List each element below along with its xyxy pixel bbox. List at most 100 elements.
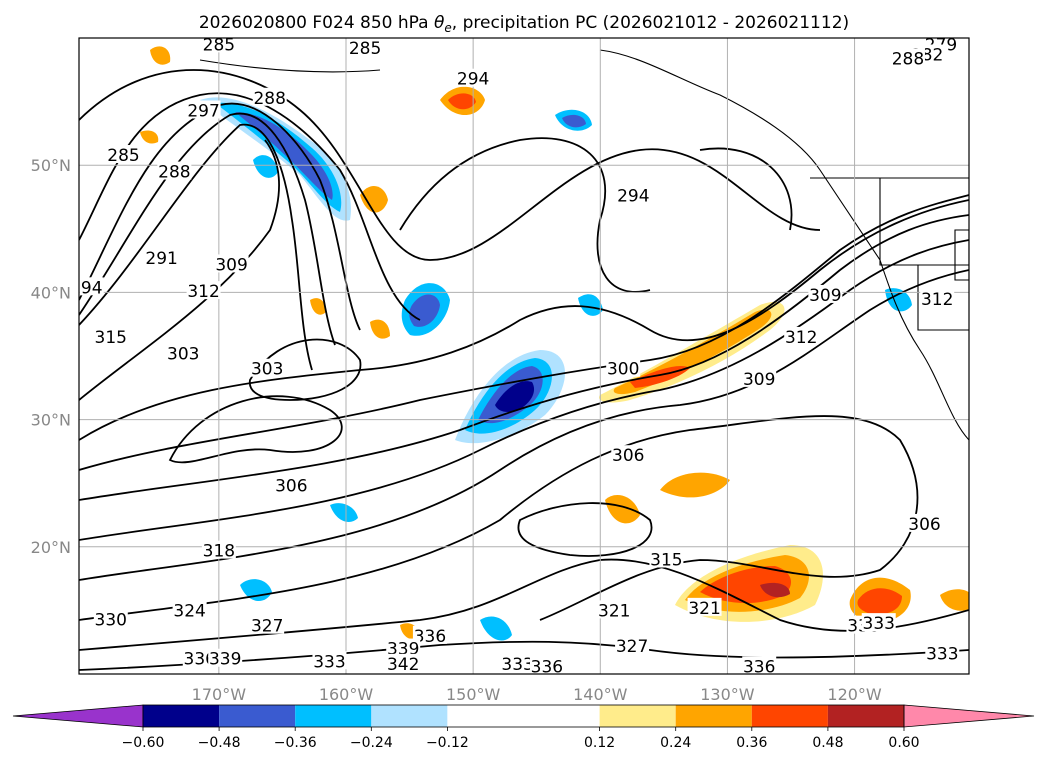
colorbar-frame: [142, 704, 905, 728]
precip-area: [660, 472, 730, 498]
contour-label-background: [611, 445, 646, 464]
colorbar-swatch: [219, 705, 296, 727]
contour-label-background: [649, 549, 684, 568]
contour-label-background: [456, 68, 491, 87]
contour-label-background: [742, 368, 777, 387]
map-frame: [78, 37, 970, 675]
contour-label: 333: [313, 652, 345, 672]
contour-label-background: [920, 288, 955, 307]
contour-label-background: [386, 653, 421, 672]
contour-label-background: [529, 656, 564, 674]
contour-label: 312: [785, 328, 817, 348]
contour-label: 309: [215, 255, 247, 275]
colorbar-tick-label: −0.48: [198, 735, 241, 751]
gridlines: [79, 38, 969, 674]
longitude-tick-label: 170°W: [192, 685, 247, 704]
contour-label-background: [597, 600, 632, 619]
contour-label: 336: [531, 657, 563, 677]
colorbar: −0.60 −0.48 −0.36 −0.24 −0.12 0.12 0.24 0.36 0.4…: [12, 704, 1035, 751]
precip-area: [150, 46, 171, 65]
theta-e-contour: [79, 269, 969, 581]
contour-label-background: [201, 540, 236, 559]
contour-label-background: [144, 248, 179, 267]
contour-label: 306: [275, 477, 307, 497]
longitude-tick-label: 140°W: [573, 685, 628, 704]
contour-label-background: [157, 161, 192, 180]
longitude-tick-labels: 170°W 160°W 150°W 140°W 130°W 120°W: [192, 685, 882, 704]
contour-label-background: [907, 513, 942, 532]
contour-label-background: [93, 609, 128, 628]
coastlines: [199, 49, 969, 441]
contour-label: 333: [926, 645, 958, 665]
contour-label: 342: [387, 655, 419, 675]
contour-label-background: [348, 38, 383, 57]
contour-label: 312: [187, 282, 219, 302]
colorbar-tick-label: 0.12: [584, 735, 615, 751]
contour-label: 94: [81, 278, 103, 298]
theta-e-contour: [699, 147, 793, 231]
precip-area: [370, 319, 390, 339]
map-area: 285 285 294 288 297 285 288 294 291 309 312 315 303 3…: [79, 38, 969, 677]
contour-label-background: [386, 638, 421, 657]
contour-label-background: [106, 145, 141, 164]
contour-label: 309: [809, 286, 841, 306]
colorbar-tick-label: 0.48: [812, 735, 843, 751]
contour-label: 285: [107, 146, 139, 166]
contour-label-background: [214, 254, 249, 273]
contour-label-background: [784, 326, 819, 345]
contour-label-background: [252, 87, 287, 106]
contour-label: 336: [184, 650, 216, 670]
contour-label: 336: [414, 627, 446, 647]
contour-label-background: [890, 48, 925, 67]
contour-label: 303: [167, 344, 199, 364]
contour-label: 291: [145, 249, 177, 269]
contour-label: 297: [187, 102, 219, 122]
contour-label-background: [606, 358, 641, 377]
contour-label: 333: [501, 655, 533, 675]
contour-label: 330: [95, 610, 127, 630]
theta-e-contour: [79, 69, 821, 261]
coastline: [199, 59, 381, 73]
contour-label: 303: [251, 360, 283, 380]
colorbar-swatch: [751, 705, 828, 727]
colorbar-tick-label: −0.24: [350, 735, 393, 751]
coastline: [917, 265, 969, 331]
contour-label: 333: [863, 614, 895, 634]
precip-area: [605, 495, 640, 524]
contour-label-background: [250, 615, 285, 634]
precip-area: [253, 155, 278, 178]
theta-e-contour: [168, 395, 343, 464]
theta-e-contour: [79, 199, 969, 441]
contour-label-background: [250, 358, 285, 377]
latitude-tick-label: 30°N: [31, 411, 71, 430]
precip-area: [578, 294, 603, 316]
theta-e-contour: [517, 502, 653, 557]
colorbar-tick-label: −0.60: [122, 735, 165, 751]
colorbar-extend-min: [12, 704, 144, 728]
theta-e-contour: [79, 415, 919, 621]
contour-label: 327: [251, 617, 283, 637]
theta-e-contour: [399, 137, 651, 293]
contour-label: 306: [612, 446, 644, 466]
contour-label: 324: [173, 601, 205, 621]
contour-label-background: [79, 277, 104, 296]
coastline: [879, 178, 969, 266]
contour-label-background: [172, 600, 207, 619]
contour-label: 306: [908, 515, 940, 535]
contour-label: 327: [616, 637, 648, 657]
precip-area: [360, 185, 388, 213]
colorbar-swatch: [143, 705, 220, 727]
contour-label: 309: [743, 370, 775, 390]
contour-label-background: [861, 613, 896, 632]
contour-label-background: [687, 597, 722, 616]
colorbar-tick-label: 0.24: [660, 735, 691, 751]
colorbar-swatch: [447, 705, 600, 727]
contour-label-background: [186, 281, 221, 300]
theta-e-contour: [79, 239, 969, 541]
contour-label: 294: [617, 187, 649, 207]
longitude-tick-label: 150°W: [446, 685, 501, 704]
precip-area: [495, 381, 535, 413]
contour-label-background: [412, 625, 447, 644]
theta-e-contour: [79, 214, 969, 501]
colorbar-swatch: [827, 705, 904, 727]
